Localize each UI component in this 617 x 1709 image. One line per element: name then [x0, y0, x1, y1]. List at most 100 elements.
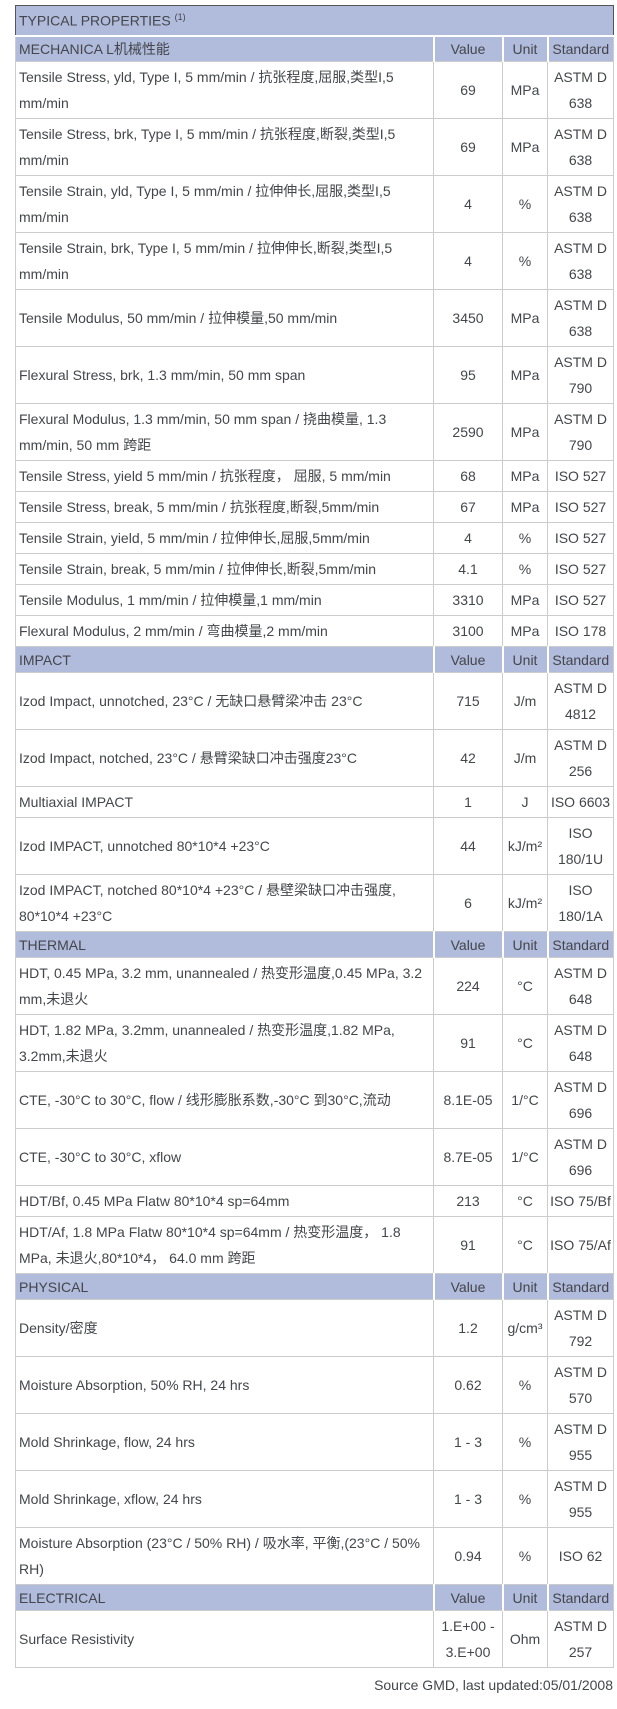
property-name-cell: HDT/Af, 1.8 MPa Flatw 80*10*4 sp=64mm / … — [15, 1216, 434, 1274]
unit-cell: MPa — [502, 403, 548, 461]
table-body: TYPICAL PROPERTIES (1) MECHANICA L机械性能 V… — [14, 5, 615, 1668]
property-name-cell: Flexural Modulus, 1.3 mm/min, 50 mm span… — [15, 403, 434, 461]
value-cell: 1.2 — [433, 1299, 503, 1357]
value-cell: 1 — [433, 786, 503, 818]
section-header-row: PHYSICAL Value Unit Standard — [15, 1273, 615, 1300]
property-name-cell: Tensile Stress, break, 5 mm/min / 抗张程度,断… — [15, 491, 434, 523]
property-name-cell: Izod Impact, unnotched, 23°C / 无缺口悬臂梁冲击 … — [15, 672, 434, 730]
property-row: HDT, 0.45 MPa, 3.2 mm, unannealed / 热变形温… — [15, 957, 615, 1015]
value-cell: 69 — [433, 61, 503, 119]
property-row: Tensile Stress, brk, Type I, 5 mm/min / … — [15, 118, 615, 176]
unit-cell: % — [502, 175, 548, 233]
property-row: Tensile Stress, break, 5 mm/min / 抗张程度,断… — [15, 491, 615, 523]
standard-cell: ISO 527 — [546, 522, 615, 554]
property-name-cell: Flexural Stress, brk, 1.3 mm/min, 50 mm … — [15, 346, 434, 404]
standard-cell: ASTM D 4812 — [546, 672, 615, 730]
property-row: Tensile Stress, yld, Type I, 5 mm/min / … — [15, 61, 615, 119]
section-title: PHYSICAL — [15, 1273, 434, 1300]
column-header-value: Value — [432, 931, 503, 958]
value-cell: 42 — [433, 729, 503, 787]
unit-cell: g/cm³ — [502, 1299, 548, 1357]
standard-cell: ASTM D 790 — [546, 403, 615, 461]
standard-cell: ASTM D 790 — [546, 346, 615, 404]
value-cell: 3450 — [433, 289, 503, 347]
property-name-cell: Mold Shrinkage, flow, 24 hrs — [15, 1413, 434, 1471]
standard-cell: ASTM D 648 — [546, 957, 615, 1015]
standard-cell: ISO 527 — [546, 553, 615, 585]
standard-cell: ASTM D 638 — [546, 175, 615, 233]
column-header-value: Value — [432, 1273, 503, 1300]
standard-cell: ASTM D 648 — [546, 1014, 615, 1072]
unit-cell: % — [502, 1413, 548, 1471]
property-row: Tensile Strain, brk, Type I, 5 mm/min / … — [15, 232, 615, 290]
standard-cell: ISO 180/1U — [546, 817, 615, 875]
unit-cell: MPa — [502, 61, 548, 119]
standard-cell: ASTM D 792 — [546, 1299, 615, 1357]
value-cell: 715 — [433, 672, 503, 730]
unit-cell: °C — [502, 1216, 548, 1274]
unit-cell: 1/°C — [502, 1128, 548, 1186]
column-header-standard: Standard — [546, 931, 615, 958]
standard-cell: ASTM D 955 — [546, 1470, 615, 1528]
property-name-cell: Tensile Strain, yld, Type I, 5 mm/min / … — [15, 175, 434, 233]
property-name-cell: Mold Shrinkage, xflow, 24 hrs — [15, 1470, 434, 1528]
property-row: Density/密度 1.2 g/cm³ ASTM D 792 — [15, 1299, 615, 1357]
unit-cell: MPa — [502, 584, 548, 616]
property-row: Mold Shrinkage, xflow, 24 hrs 1 - 3 % AS… — [15, 1470, 615, 1528]
unit-cell: kJ/m² — [502, 817, 548, 875]
standard-cell: ASTM D 638 — [546, 61, 615, 119]
standard-cell: ISO 6603 — [546, 786, 615, 818]
standard-cell: ISO 527 — [546, 584, 615, 616]
standard-cell: ASTM D 638 — [546, 289, 615, 347]
value-cell: 1 - 3 — [433, 1470, 503, 1528]
property-name-cell: Multiaxial IMPACT — [15, 786, 434, 818]
unit-cell: % — [502, 522, 548, 554]
standard-cell: ISO 527 — [546, 491, 615, 523]
value-cell: 0.94 — [433, 1527, 503, 1585]
standard-cell: ASTM D 696 — [546, 1071, 615, 1129]
property-row: Tensile Stress, yield 5 mm/min / 抗张程度， 屈… — [15, 460, 615, 492]
unit-cell: MPa — [502, 491, 548, 523]
property-name-cell: Tensile Stress, brk, Type I, 5 mm/min / … — [15, 118, 434, 176]
section-header-row: ELECTRICAL Value Unit Standard — [15, 1584, 615, 1611]
unit-cell: MPa — [502, 118, 548, 176]
property-name-cell: Izod IMPACT, notched 80*10*4 +23°C / 悬壁梁… — [15, 874, 434, 932]
section-header-row: MECHANICA L机械性能 Value Unit Standard — [15, 35, 615, 62]
property-row: Tensile Modulus, 50 mm/min / 拉伸模量,50 mm/… — [15, 289, 615, 347]
property-row: CTE, -30°C to 30°C, xflow 8.7E-05 1/°C A… — [15, 1128, 615, 1186]
unit-cell: °C — [502, 1014, 548, 1072]
property-row: HDT/Bf, 0.45 MPa Flatw 80*10*4 sp=64mm 2… — [15, 1185, 615, 1217]
property-name-cell: Moisture Absorption (23°C / 50% RH) / 吸水… — [15, 1527, 434, 1585]
property-row: Tensile Strain, break, 5 mm/min / 拉伸伸长,断… — [15, 553, 615, 585]
property-row: HDT, 1.82 MPa, 3.2mm, unannealed / 热变形温度… — [15, 1014, 615, 1072]
property-row: Tensile Modulus, 1 mm/min / 拉伸模量,1 mm/mi… — [15, 584, 615, 616]
property-name-cell: CTE, -30°C to 30°C, flow / 线形膨胀系数,-30°C … — [15, 1071, 434, 1129]
value-cell: 95 — [433, 346, 503, 404]
value-cell: 1.E+00 - 3.E+00 — [433, 1610, 503, 1668]
column-header-standard: Standard — [546, 1273, 615, 1300]
properties-table: TYPICAL PROPERTIES (1) MECHANICA L机械性能 V… — [14, 5, 615, 1668]
value-cell: 67 — [433, 491, 503, 523]
standard-cell: ISO 180/1A — [546, 874, 615, 932]
standard-cell: ISO 527 — [546, 460, 615, 492]
standard-cell: ASTM D 696 — [546, 1128, 615, 1186]
table-title-row: TYPICAL PROPERTIES (1) — [14, 5, 615, 37]
value-cell: 69 — [433, 118, 503, 176]
property-name-cell: Tensile Strain, break, 5 mm/min / 拉伸伸长,断… — [15, 553, 434, 585]
standard-cell: ASTM D 257 — [546, 1610, 615, 1668]
property-name-cell: Flexural Modulus, 2 mm/min / 弯曲模量,2 mm/m… — [15, 615, 434, 647]
value-cell: 0.62 — [433, 1356, 503, 1414]
section-title: IMPACT — [15, 646, 434, 673]
property-name-cell: Tensile Modulus, 1 mm/min / 拉伸模量,1 mm/mi… — [15, 584, 434, 616]
page-title: TYPICAL PROPERTIES (1) — [14, 5, 615, 37]
unit-cell: kJ/m² — [502, 874, 548, 932]
column-header-value: Value — [432, 646, 503, 673]
value-cell: 68 — [433, 460, 503, 492]
standard-cell: ASTM D 955 — [546, 1413, 615, 1471]
property-name-cell: HDT/Bf, 0.45 MPa Flatw 80*10*4 sp=64mm — [15, 1185, 434, 1217]
page-title-text: TYPICAL PROPERTIES — [19, 12, 171, 29]
property-row: CTE, -30°C to 30°C, flow / 线形膨胀系数,-30°C … — [15, 1071, 615, 1129]
value-cell: 1 - 3 — [433, 1413, 503, 1471]
standard-cell: ASTM D 256 — [546, 729, 615, 787]
